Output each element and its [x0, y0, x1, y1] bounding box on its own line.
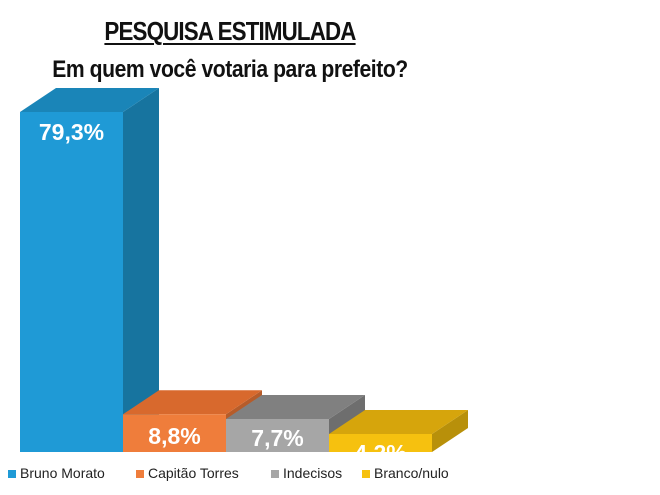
legend-swatch-indecisos — [271, 470, 279, 478]
bar-top-capitao-torres — [123, 390, 262, 415]
legend-swatch-branco-nulo — [362, 470, 370, 478]
legend-label-indecisos: Indecisos — [283, 465, 342, 481]
bar-side-branco-nulo — [432, 409, 468, 452]
legend-label-branco-nulo: Branco/nulo — [374, 465, 449, 481]
bar-value-label-bruno-morato: 79,3% — [39, 119, 104, 145]
bar-front-branco-nulo — [329, 433, 432, 452]
legend-item-branco-nulo: Branco/nulo — [362, 465, 449, 481]
bar-top-indecisos — [226, 394, 365, 419]
legend-label-capitao-torres: Capitão Torres — [148, 465, 239, 481]
bar-value-label-capitao-torres: 8,8% — [148, 423, 200, 449]
legend-label-bruno-morato: Bruno Morato — [20, 465, 105, 481]
bar-top-branco-nulo — [329, 409, 468, 434]
legend-item-bruno-morato: Bruno Morato — [8, 465, 105, 481]
bar-top-bruno-morato — [20, 88, 159, 112]
bar-front-capitao-torres — [123, 414, 226, 452]
bar-side-bruno-morato — [123, 88, 159, 452]
bar-value-label-indecisos: 7,7% — [251, 425, 303, 451]
bar-branco-nulo: 4,2% — [329, 409, 468, 466]
bar-bruno-morato: 79,3% — [20, 88, 159, 452]
chart-subtitle: Em quem você votaria para prefeito? — [52, 56, 408, 83]
legend-swatch-bruno-morato — [8, 470, 16, 478]
bar-front-bruno-morato — [20, 112, 123, 452]
legend-swatch-capitao-torres — [136, 470, 144, 478]
bar-value-label-branco-nulo: 4,2% — [354, 440, 406, 466]
legend-item-indecisos: Indecisos — [271, 465, 342, 481]
legend-item-capitao-torres: Capitão Torres — [136, 465, 239, 481]
chart-title: PESQUISA ESTIMULADA — [104, 16, 356, 46]
bar-front-indecisos — [226, 418, 329, 452]
